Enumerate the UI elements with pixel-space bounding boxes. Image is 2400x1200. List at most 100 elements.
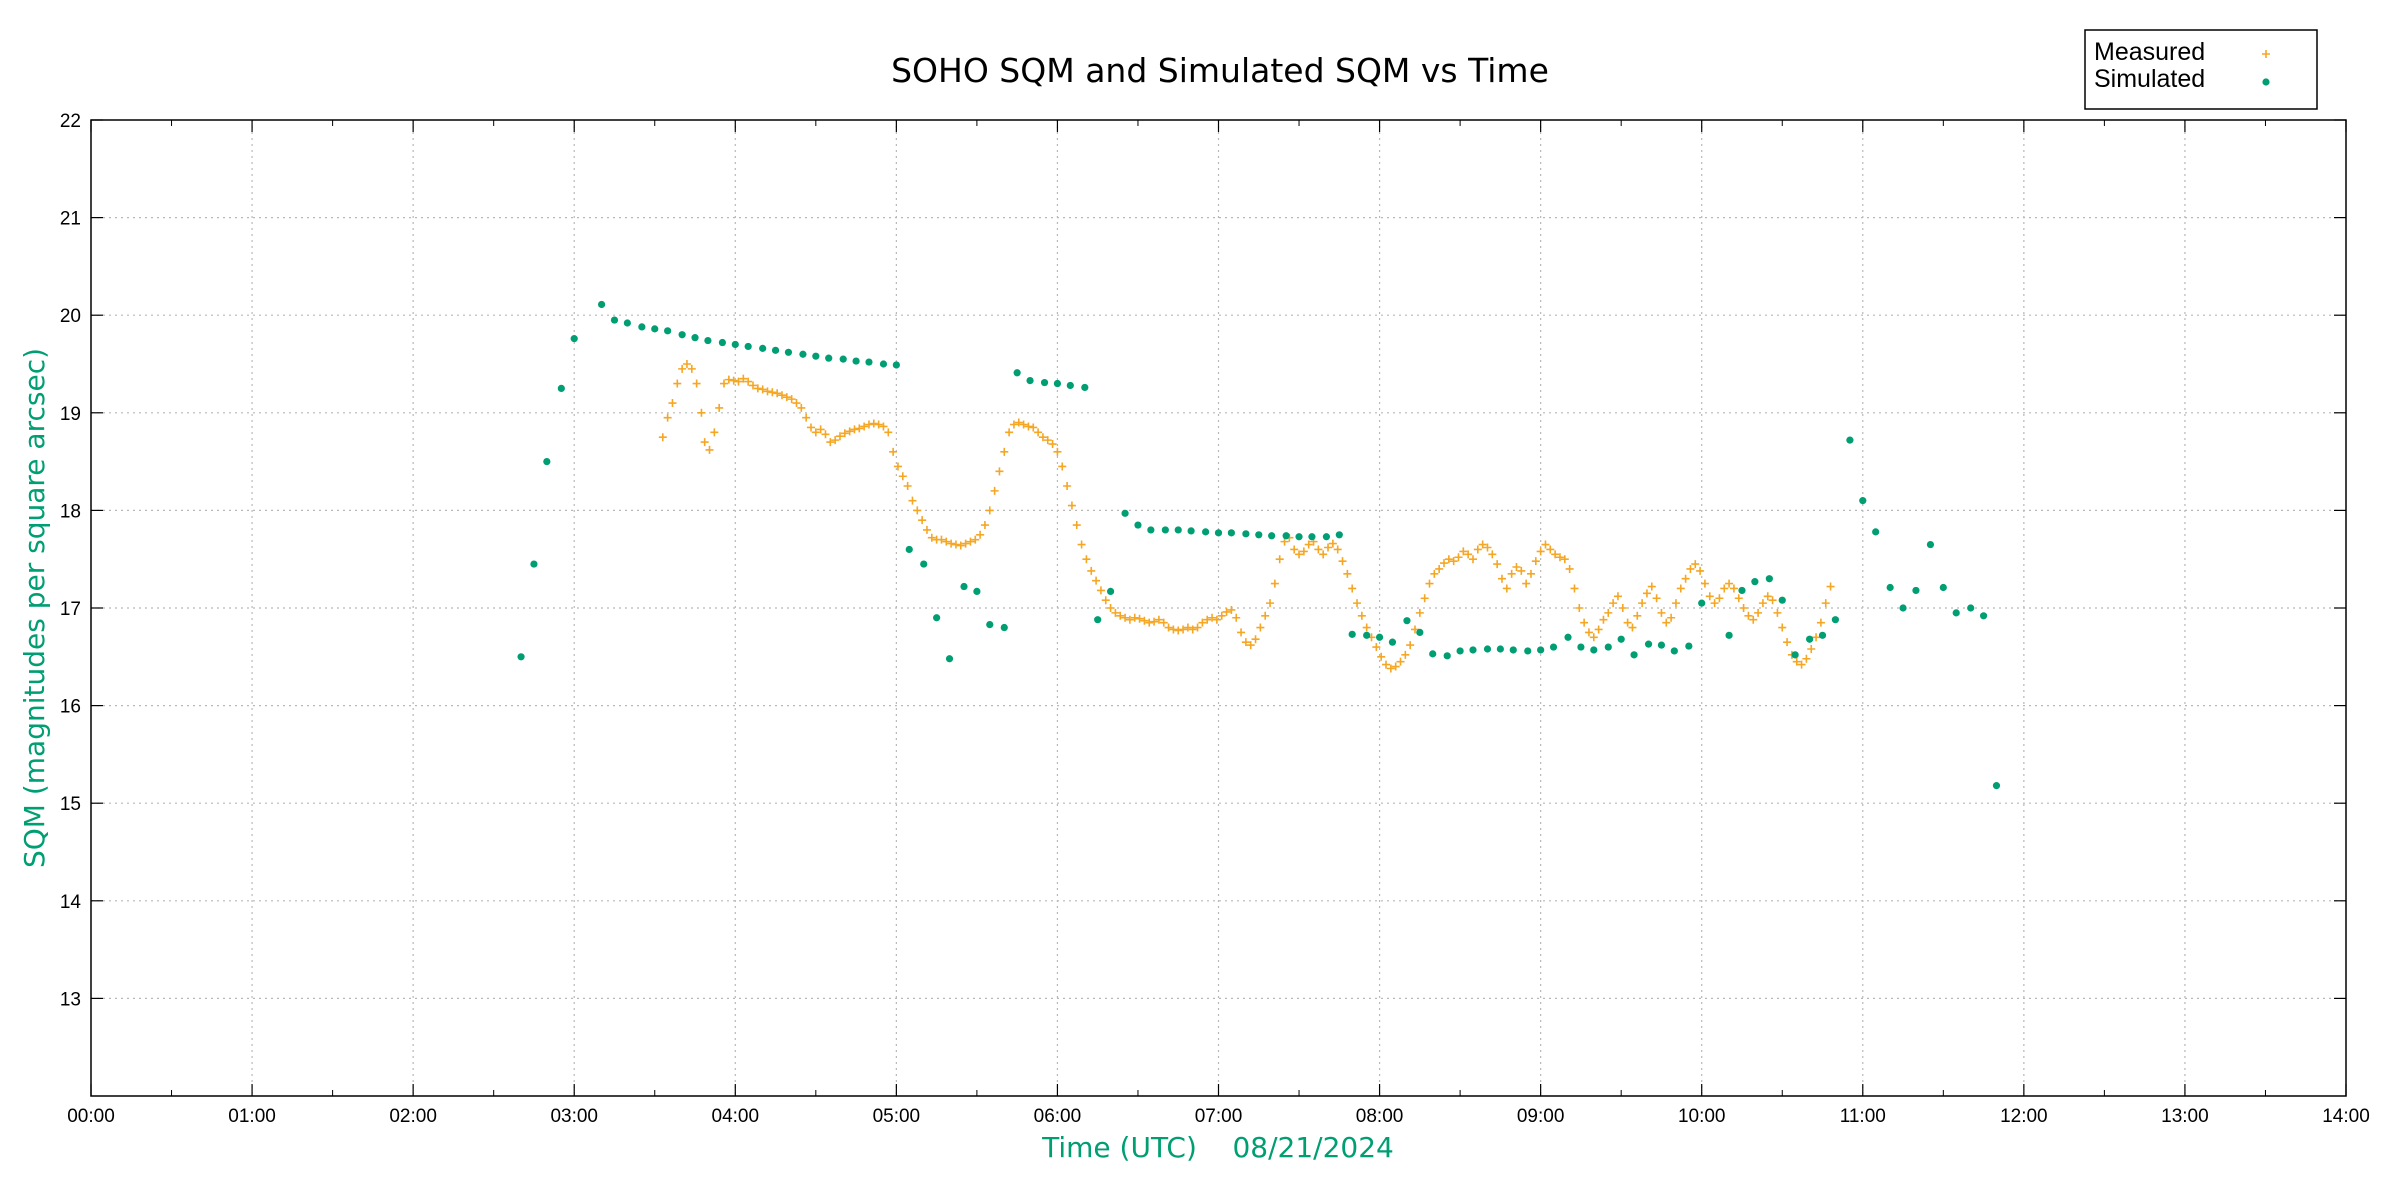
simulated-point	[1725, 631, 1733, 639]
measured-point	[1792, 657, 1801, 666]
simulated-point	[1577, 643, 1585, 651]
measured-point	[869, 419, 878, 428]
measured-point	[1179, 625, 1188, 634]
measured-point	[1382, 660, 1391, 669]
measured-point	[1821, 599, 1830, 608]
measured-point	[1720, 584, 1729, 593]
simulated-point	[1483, 645, 1492, 653]
x-tick-label: 05:00	[873, 1106, 921, 1127]
measured-point	[1164, 623, 1173, 632]
simulated-point	[1939, 583, 1947, 592]
measured-point	[1415, 608, 1424, 617]
x-tick-label: 09:00	[1517, 1106, 1565, 1127]
measured-point	[1217, 611, 1226, 620]
measured-point	[658, 433, 667, 442]
measured-point	[927, 533, 936, 542]
measured-point	[860, 422, 869, 431]
measured-point	[1222, 607, 1231, 616]
simulated-point	[1952, 609, 1960, 617]
measured-point	[908, 496, 917, 505]
simulated-point	[1564, 633, 1572, 641]
measured-point	[1101, 596, 1110, 605]
measured-point	[864, 420, 873, 429]
simulated-point	[1134, 521, 1142, 529]
measured-point	[1237, 628, 1246, 637]
simulated-point	[530, 560, 538, 568]
simulated-point	[1590, 646, 1598, 654]
measured-point	[1048, 440, 1057, 449]
measured-point	[1338, 557, 1347, 566]
measured-point	[1671, 599, 1680, 608]
measured-point	[1401, 650, 1410, 659]
measured-point	[1609, 599, 1618, 608]
measured-point	[1053, 447, 1062, 456]
measured-point	[1067, 501, 1076, 510]
simulated-point	[1630, 651, 1638, 659]
measured-point	[1043, 436, 1052, 445]
simulated-point	[771, 346, 780, 354]
measured-point	[1435, 564, 1444, 573]
simulated-point	[1375, 633, 1384, 641]
measured-point	[1343, 569, 1352, 578]
simulated-point	[1751, 578, 1759, 586]
measured-point	[976, 530, 985, 539]
simulated-point	[597, 300, 606, 309]
x-tick-label: 00:00	[67, 1106, 115, 1127]
measured-point	[1362, 623, 1371, 632]
measured-point	[1754, 608, 1763, 617]
x-axis-label: Time (UTC) 08/21/2024	[1041, 1131, 1394, 1164]
simulated-point	[638, 323, 646, 331]
measured-point	[947, 539, 956, 548]
y-tick-label: 14	[60, 892, 82, 913]
measured-point	[1174, 626, 1183, 635]
measured-point	[1009, 420, 1018, 429]
measured-point	[1444, 555, 1453, 564]
simulated-point	[1013, 369, 1021, 377]
simulated-point	[1268, 532, 1276, 540]
measured-point	[1802, 654, 1811, 663]
simulated-point	[1403, 617, 1411, 625]
x-tick-label: 03:00	[550, 1106, 598, 1127]
simulated-point	[1187, 527, 1195, 535]
measured-point	[1613, 592, 1622, 601]
measured-point	[753, 384, 762, 393]
measured-point	[715, 403, 724, 412]
measured-point	[1140, 616, 1149, 625]
simulated-point	[784, 348, 793, 356]
measured-point	[937, 535, 946, 544]
simulated-point	[920, 560, 928, 568]
measured-point	[966, 537, 975, 546]
measured-point	[663, 413, 672, 422]
measured-point	[729, 376, 738, 385]
measured-point	[1353, 599, 1362, 608]
measured-point	[1507, 569, 1516, 578]
measured-point	[1459, 547, 1468, 556]
simulated-point	[933, 614, 941, 622]
measured-point	[777, 391, 786, 400]
simulated-point	[1295, 533, 1303, 541]
measured-point	[705, 445, 714, 454]
simulated-point	[1214, 529, 1223, 537]
simulated-point	[1040, 378, 1049, 387]
measured-point	[1169, 625, 1178, 634]
simulated-point	[543, 458, 551, 466]
measured-point	[1038, 433, 1047, 442]
simulated-point	[718, 338, 727, 347]
measured-point	[1575, 604, 1584, 612]
measured-point	[1000, 447, 1009, 456]
x-tick-label: 12:00	[2000, 1106, 2048, 1127]
measured-point	[1696, 566, 1705, 575]
y-tick-label: 21	[60, 209, 81, 230]
x-tick-label: 13:00	[2161, 1106, 2209, 1127]
measured-point	[678, 364, 687, 373]
measured-point	[1681, 574, 1690, 583]
measured-point	[1290, 545, 1299, 554]
measured-point	[1468, 555, 1477, 564]
measured-point	[1019, 420, 1028, 429]
measured-point	[802, 413, 811, 422]
simulated-point	[1509, 646, 1517, 654]
measured-point	[1121, 613, 1130, 622]
measured-point	[898, 472, 907, 481]
simulated-point	[986, 620, 994, 629]
